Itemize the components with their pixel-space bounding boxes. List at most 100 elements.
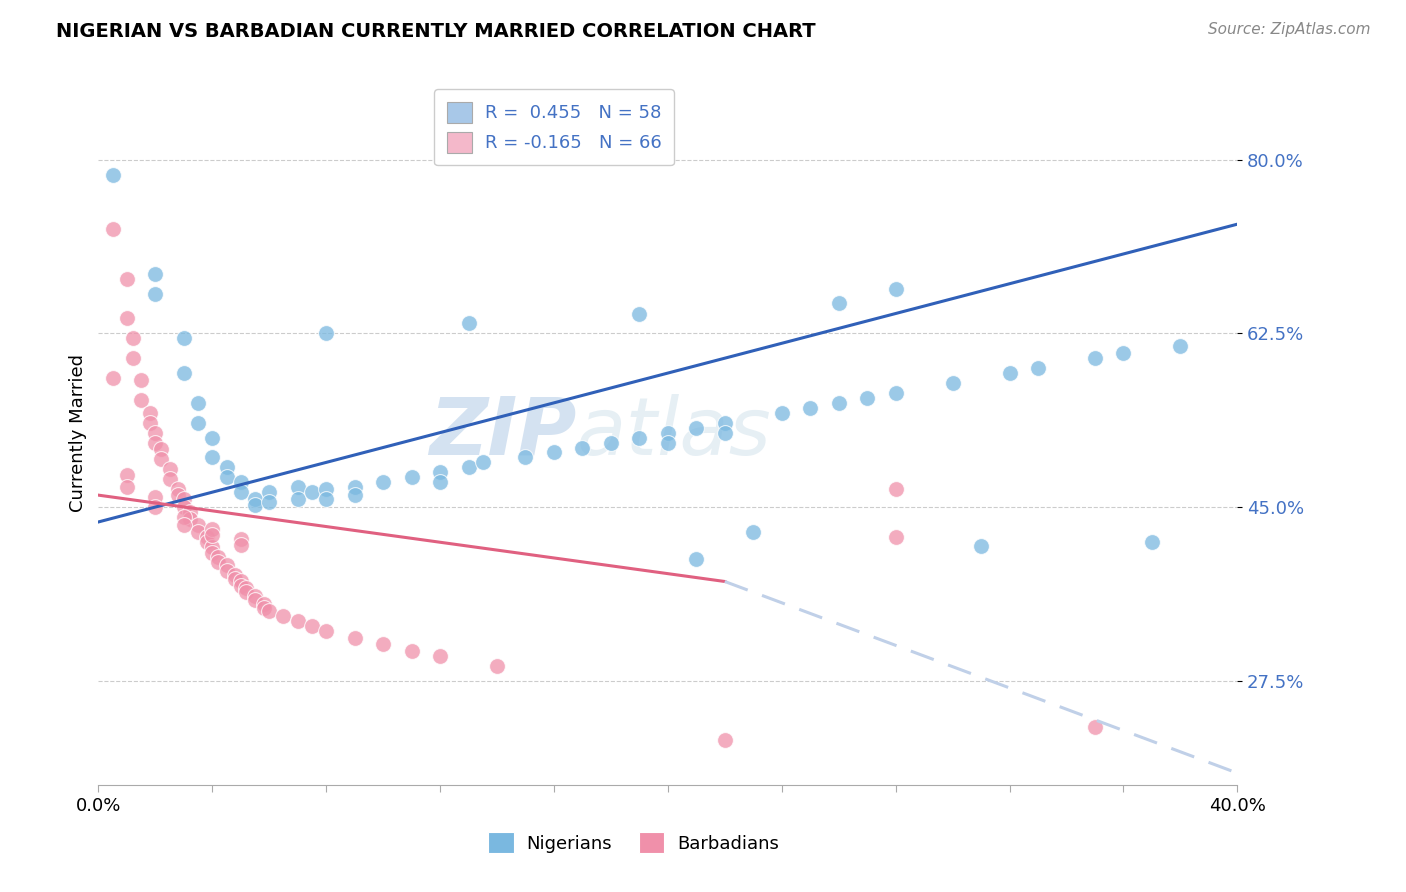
Point bbox=[457, 317, 479, 331]
Point bbox=[657, 425, 679, 440]
Point bbox=[150, 442, 173, 457]
Point bbox=[301, 485, 323, 500]
Point bbox=[1084, 351, 1107, 366]
Point bbox=[115, 468, 138, 483]
Point bbox=[259, 485, 281, 500]
Point bbox=[201, 450, 224, 465]
Point bbox=[173, 492, 195, 507]
Point bbox=[770, 406, 793, 420]
Point bbox=[195, 534, 218, 549]
Point bbox=[828, 295, 851, 310]
Text: atlas: atlas bbox=[576, 393, 772, 472]
Point bbox=[287, 480, 309, 494]
Point bbox=[224, 572, 246, 586]
Point bbox=[173, 500, 195, 514]
Point bbox=[201, 528, 224, 542]
Point bbox=[315, 624, 337, 639]
Point bbox=[714, 733, 737, 747]
Point bbox=[187, 517, 209, 532]
Point bbox=[167, 482, 190, 496]
Point bbox=[685, 551, 707, 566]
Point bbox=[429, 466, 451, 480]
Point bbox=[150, 452, 173, 467]
Point bbox=[287, 614, 309, 628]
Point bbox=[215, 558, 238, 572]
Point bbox=[243, 498, 266, 512]
Point bbox=[714, 425, 737, 440]
Point bbox=[1112, 346, 1135, 360]
Point bbox=[243, 492, 266, 507]
Point bbox=[187, 396, 209, 410]
Point bbox=[742, 524, 765, 539]
Point bbox=[145, 435, 167, 450]
Point bbox=[1140, 534, 1163, 549]
Point bbox=[714, 416, 737, 430]
Point bbox=[235, 585, 257, 599]
Point bbox=[215, 460, 238, 475]
Point bbox=[856, 391, 879, 405]
Point bbox=[828, 396, 851, 410]
Point bbox=[1084, 720, 1107, 734]
Point bbox=[201, 546, 224, 560]
Point bbox=[224, 567, 246, 582]
Point bbox=[167, 488, 190, 502]
Point bbox=[287, 492, 309, 507]
Point bbox=[301, 619, 323, 633]
Point bbox=[252, 601, 274, 615]
Point bbox=[628, 306, 651, 320]
Point bbox=[195, 530, 218, 544]
Point bbox=[201, 522, 224, 536]
Point bbox=[571, 441, 593, 455]
Point bbox=[343, 488, 366, 502]
Point bbox=[252, 597, 274, 611]
Point bbox=[159, 472, 181, 486]
Point bbox=[215, 470, 238, 484]
Point bbox=[201, 431, 224, 445]
Point bbox=[229, 579, 252, 593]
Point bbox=[101, 222, 124, 236]
Point bbox=[998, 366, 1021, 380]
Point bbox=[970, 539, 993, 553]
Point bbox=[229, 485, 252, 500]
Point bbox=[343, 631, 366, 645]
Text: Source: ZipAtlas.com: Source: ZipAtlas.com bbox=[1208, 22, 1371, 37]
Point bbox=[138, 416, 160, 430]
Point bbox=[159, 462, 181, 476]
Point bbox=[229, 532, 252, 546]
Point bbox=[173, 366, 195, 380]
Point bbox=[884, 385, 907, 400]
Point bbox=[145, 267, 167, 281]
Point bbox=[600, 435, 623, 450]
Y-axis label: Currently Married: Currently Married bbox=[69, 353, 87, 512]
Point bbox=[115, 480, 138, 494]
Point bbox=[229, 538, 252, 552]
Point bbox=[884, 530, 907, 544]
Point bbox=[657, 435, 679, 450]
Point bbox=[145, 500, 167, 514]
Point bbox=[315, 482, 337, 496]
Point bbox=[187, 524, 209, 539]
Point bbox=[401, 644, 423, 658]
Point bbox=[942, 376, 965, 390]
Point bbox=[229, 475, 252, 490]
Point bbox=[373, 637, 395, 651]
Point bbox=[343, 480, 366, 494]
Point bbox=[187, 416, 209, 430]
Point bbox=[515, 450, 537, 465]
Point bbox=[1026, 361, 1049, 376]
Point bbox=[179, 512, 201, 526]
Text: ZIP: ZIP bbox=[429, 393, 576, 472]
Point bbox=[884, 282, 907, 296]
Point bbox=[1170, 339, 1192, 353]
Point bbox=[429, 648, 451, 663]
Point bbox=[201, 540, 224, 554]
Point bbox=[429, 475, 451, 490]
Point bbox=[138, 406, 160, 420]
Point bbox=[145, 490, 167, 504]
Point bbox=[685, 420, 707, 434]
Point bbox=[315, 492, 337, 507]
Point bbox=[884, 482, 907, 496]
Point bbox=[207, 555, 229, 569]
Point bbox=[145, 286, 167, 301]
Point bbox=[457, 460, 479, 475]
